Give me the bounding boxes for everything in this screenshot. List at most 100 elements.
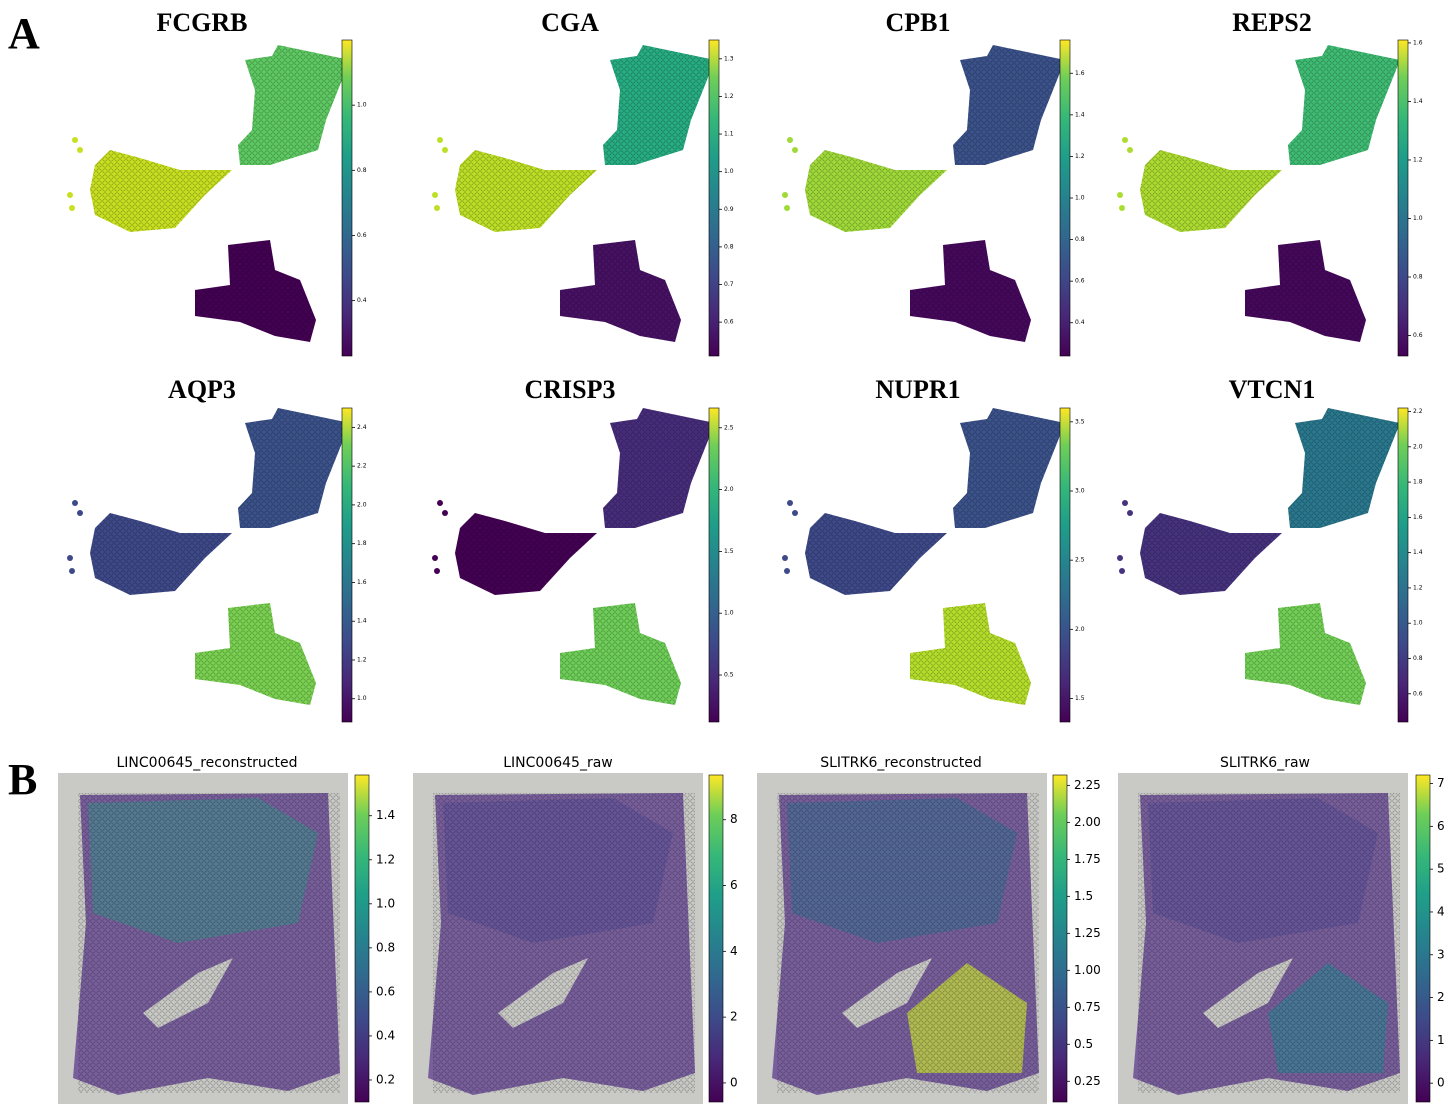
- spot-grid: [78, 793, 340, 1093]
- spot: [442, 147, 448, 153]
- colorbar-tick-label: 1.5: [724, 548, 734, 555]
- spot-grid: [238, 408, 350, 528]
- spatial-map: [782, 408, 1065, 705]
- colorbar-tick-label: 0.8: [1413, 655, 1423, 662]
- colorbar-tick-label: 0.8: [1413, 274, 1423, 281]
- colorbar-tick-label: 3: [1437, 947, 1445, 961]
- colorbar-tick-label: 1.0: [376, 896, 395, 910]
- colorbar: [1060, 408, 1070, 722]
- spot-grid: [603, 408, 715, 528]
- colorbar-tick-label: 1.4: [1413, 549, 1423, 556]
- colorbar-tick-label: 3.5: [1075, 418, 1085, 425]
- colorbar-tick-label: 0.8: [724, 243, 734, 250]
- spot-grid: [805, 513, 947, 595]
- spot: [434, 205, 440, 211]
- colorbar-tick-label: 1.3: [724, 55, 734, 62]
- spot-grid: [195, 603, 316, 705]
- colorbar-tick-label: 1.75: [1074, 852, 1101, 866]
- spot: [432, 555, 438, 561]
- colorbar-tick-label: 1.00: [1074, 963, 1101, 977]
- spot: [792, 147, 798, 153]
- colorbar-tick-label: 1.2: [357, 656, 367, 663]
- spot-grid: [433, 793, 695, 1093]
- spot: [437, 137, 443, 143]
- spot: [437, 500, 443, 506]
- spatial-map: [432, 408, 715, 705]
- panel-title: FCGRB: [157, 8, 248, 37]
- colorbar-tick-label: 1.2: [1413, 156, 1423, 163]
- spot: [434, 568, 440, 574]
- spatial-map: [782, 45, 1065, 342]
- colorbar-tick-label: 1.0: [357, 102, 367, 109]
- spot-grid: [90, 150, 232, 232]
- colorbar-tick-label: 1.0: [357, 695, 367, 702]
- colorbar-tick-label: 1.6: [1075, 70, 1085, 77]
- panel-title: LINC00645_reconstructed: [116, 755, 297, 771]
- colorbar-tick-label: 7: [1437, 776, 1445, 790]
- colorbar-tick-label: 0.6: [376, 984, 395, 998]
- spatial-map: [67, 45, 350, 342]
- spot: [72, 500, 78, 506]
- colorbar: [709, 40, 719, 356]
- colorbar-tick-label: 4: [1437, 904, 1445, 918]
- spot-grid: [1245, 603, 1366, 705]
- colorbar: [355, 775, 369, 1102]
- spot-grid: [910, 240, 1031, 342]
- colorbar-tick-label: 1.2: [1075, 153, 1085, 160]
- colorbar: [1060, 40, 1070, 356]
- spatial-map: [67, 408, 350, 705]
- colorbar-tick-label: 2.5: [724, 424, 734, 431]
- spot: [792, 510, 798, 516]
- spot-grid: [1288, 45, 1400, 165]
- spot: [787, 137, 793, 143]
- colorbar-tick-label: 2.4: [357, 424, 367, 431]
- colorbar-tick-label: 1.6: [1413, 514, 1423, 521]
- colorbar-tick-label: 0.8: [376, 940, 395, 954]
- spot: [782, 192, 788, 198]
- spatial-map: [432, 45, 715, 342]
- spot: [69, 568, 75, 574]
- colorbar-tick-label: 2.0: [357, 501, 367, 508]
- colorbar-tick-label: 0.8: [1075, 236, 1085, 243]
- spot-grid: [953, 408, 1065, 528]
- spot: [1122, 500, 1128, 506]
- colorbar-tick-label: 2.25: [1074, 778, 1101, 792]
- spot: [782, 555, 788, 561]
- spot: [1127, 147, 1133, 153]
- colorbar-tick-label: 1.8: [1413, 479, 1423, 486]
- colorbar-tick-label: 0.4: [357, 297, 367, 304]
- spatial-map: [1117, 408, 1400, 705]
- colorbar-tick-label: 0.6: [357, 232, 367, 239]
- colorbar-tick-label: 1.4: [1075, 111, 1085, 118]
- colorbar-tick-label: 1.4: [376, 808, 395, 822]
- colorbar-tick-label: 1.5: [1074, 889, 1093, 903]
- colorbar-tick-label: 2.2: [357, 463, 367, 470]
- colorbar-tick-label: 0.7: [724, 281, 734, 288]
- colorbar-tick-label: 1.6: [1413, 39, 1423, 46]
- colorbar-tick-label: 2.0: [1075, 626, 1085, 633]
- colorbar: [709, 775, 723, 1102]
- colorbar-tick-label: 0.6: [1075, 278, 1085, 285]
- spot: [784, 568, 790, 574]
- colorbar-tick-label: 1.8: [357, 540, 367, 547]
- tissue-image: [58, 773, 348, 1104]
- colorbar-tick-label: 0.75: [1074, 1000, 1101, 1014]
- spot-grid: [1140, 513, 1282, 595]
- spot-grid: [1140, 150, 1282, 232]
- colorbar-tick-label: 1.25: [1074, 926, 1101, 940]
- colorbar-tick-label: 2: [730, 1010, 738, 1024]
- colorbar-tick-label: 1.0: [724, 168, 734, 175]
- colorbar: [1398, 40, 1408, 356]
- colorbar-tick-label: 1.4: [1413, 98, 1423, 105]
- page: A B FCGRB0.40.60.81.0CGA0.60.70.80.91.01…: [0, 0, 1455, 1104]
- spot-grid: [777, 793, 1039, 1093]
- colorbar-tick-label: 6: [730, 878, 738, 892]
- panel-label: B: [8, 755, 37, 804]
- colorbar-tick-label: 3.0: [1075, 487, 1085, 494]
- colorbar-tick-label: 1.0: [1413, 620, 1423, 627]
- spot: [77, 510, 83, 516]
- colorbar-tick-label: 1.0: [724, 610, 734, 617]
- colorbar-tick-label: 1.4: [357, 618, 367, 625]
- spot-grid: [1288, 408, 1400, 528]
- panel-title: NUPR1: [875, 375, 960, 404]
